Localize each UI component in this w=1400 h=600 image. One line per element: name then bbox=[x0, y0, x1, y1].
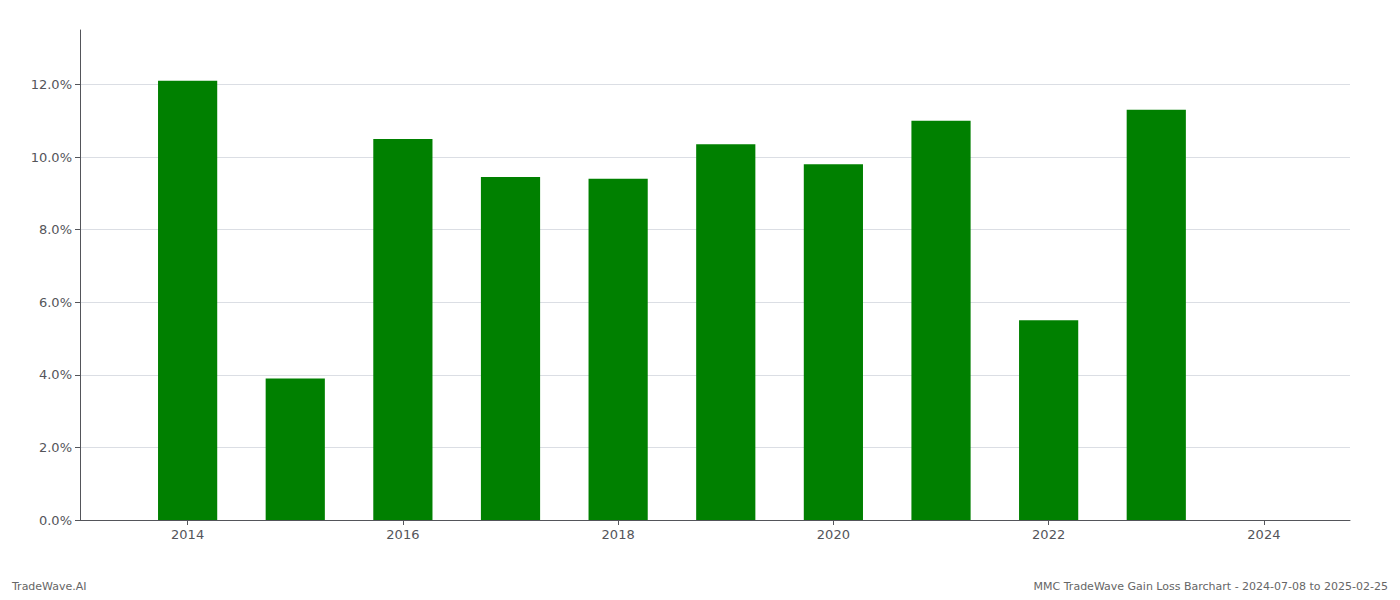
svg-text:MMC TradeWave Gain Loss Barcha: MMC TradeWave Gain Loss Barchart - 2024-… bbox=[1034, 580, 1388, 593]
svg-text:0.0%: 0.0% bbox=[39, 513, 72, 528]
svg-text:2016: 2016 bbox=[386, 527, 419, 542]
svg-text:TradeWave.AI: TradeWave.AI bbox=[11, 580, 87, 593]
svg-text:2020: 2020 bbox=[817, 527, 850, 542]
svg-text:2014: 2014 bbox=[171, 527, 204, 542]
svg-text:2.0%: 2.0% bbox=[39, 440, 72, 455]
svg-text:2018: 2018 bbox=[602, 527, 635, 542]
svg-text:2022: 2022 bbox=[1032, 527, 1065, 542]
svg-text:6.0%: 6.0% bbox=[39, 295, 72, 310]
svg-text:2024: 2024 bbox=[1247, 527, 1280, 542]
svg-text:10.0%: 10.0% bbox=[31, 150, 72, 165]
svg-text:8.0%: 8.0% bbox=[39, 222, 72, 237]
svg-text:12.0%: 12.0% bbox=[31, 77, 72, 92]
svg-text:4.0%: 4.0% bbox=[39, 367, 72, 382]
